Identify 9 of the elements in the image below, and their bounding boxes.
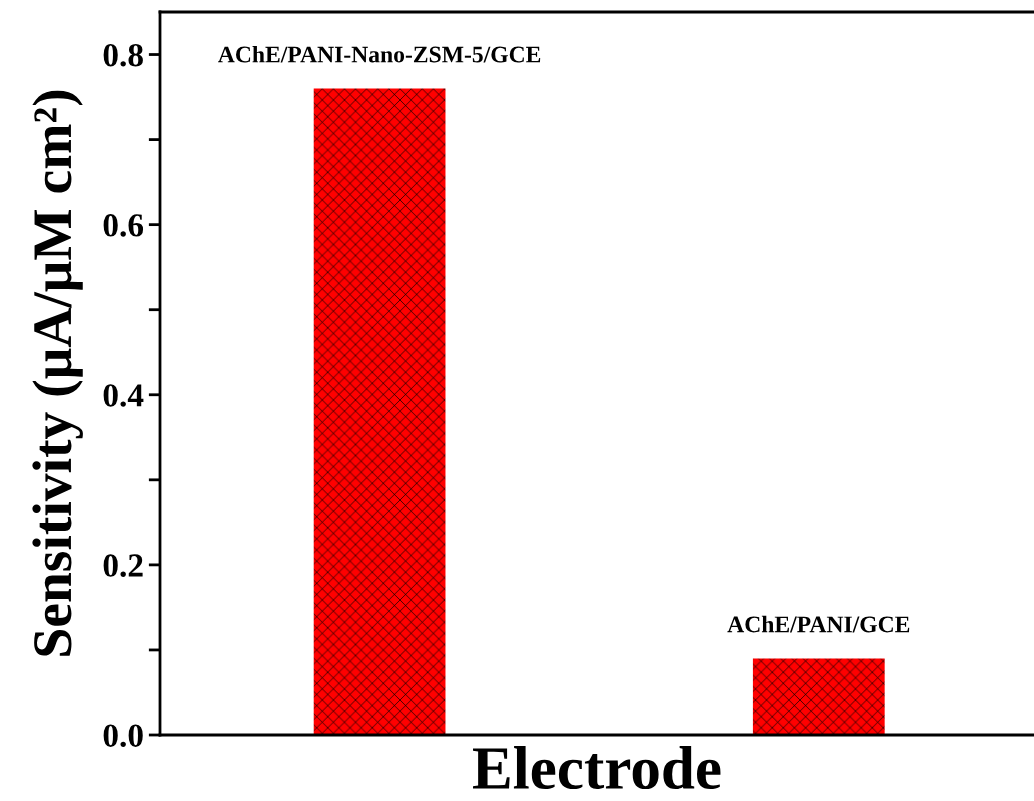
y-tick-label: 0.4 [103,384,144,407]
x-axis-title: Electrode [473,746,721,790]
y-tick-label: 0.0 [103,724,143,748]
x-tick-label: AChE/PANI-Nano-ZSM-5/GCE [218,45,541,63]
y-tick-label: 0.8 [103,43,143,67]
y-tick-label: 0.6 [103,214,144,237]
y-axis-title: Sensitivity (μA/μM cm²) [32,90,83,656]
y-tick-label: 0.2 [103,554,143,577]
x-tick-label: AChE/PANI/GCE [727,615,910,633]
